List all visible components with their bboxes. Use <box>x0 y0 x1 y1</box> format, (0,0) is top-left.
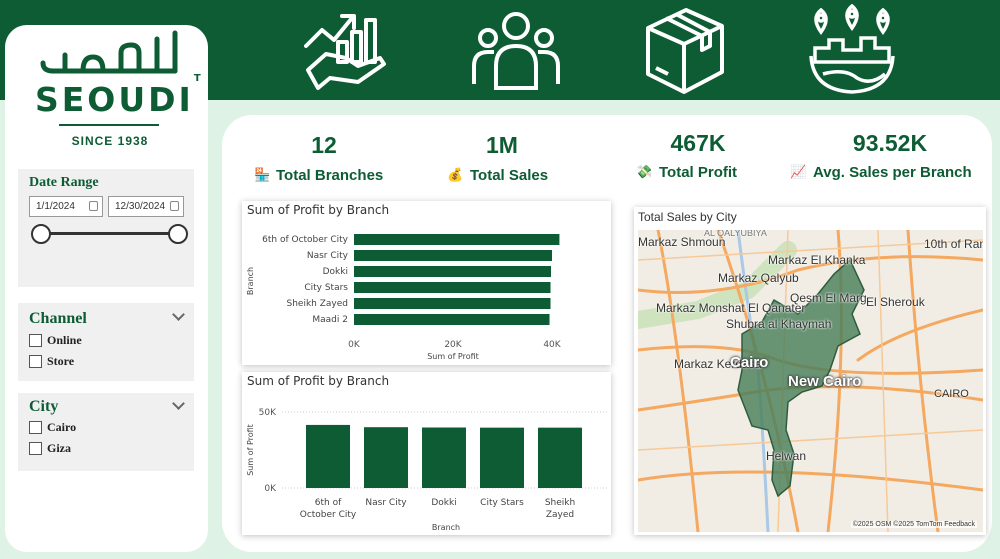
map-title: Total Sales by City <box>638 210 737 224</box>
bar[interactable] <box>480 427 524 488</box>
map-label: Shubra al Khaymah <box>726 317 832 331</box>
chart-title: Sum of Profit by Branch <box>247 203 390 217</box>
profit-by-branch-column-chart: Sum of Profit by Branch 0K 50K 6th of Octob… <box>242 372 611 535</box>
package-box-icon <box>646 8 724 94</box>
map-label: Cairo <box>730 354 769 371</box>
x-tick-label: Nasr City <box>365 498 407 508</box>
y-tick-label: 6th of October City <box>262 235 349 245</box>
city-title: City <box>29 398 59 415</box>
city-locations-icon <box>809 4 895 94</box>
checkbox[interactable] <box>29 334 42 347</box>
kpi-avg-sales-label: Avg. Sales per Branch <box>813 164 972 181</box>
people-group-icon <box>472 12 560 90</box>
y-axis-title: Branch <box>246 267 255 295</box>
logo-divider <box>59 124 159 126</box>
bar[interactable] <box>354 298 551 309</box>
map-label: Markaz Monshat El Qanater <box>656 301 806 315</box>
map-label: El Sherouk <box>866 295 925 309</box>
brand-since-text: SINCE 1938 <box>71 134 149 148</box>
x-tick-label: City Stars <box>480 498 524 508</box>
y-tick-label: Sheikh Zayed <box>287 299 349 309</box>
x-tick-label: Sheikh Zayed <box>545 498 575 520</box>
y-tick-label: Nasr City <box>307 251 349 261</box>
date-range-end-handle[interactable] <box>168 224 188 244</box>
y-tick-label: 50K <box>259 408 277 418</box>
bar[interactable] <box>364 427 408 488</box>
checkbox[interactable] <box>29 355 42 368</box>
kpi-total-sales-label: Total Sales <box>470 167 549 184</box>
kpi-total-sales-value: 1M <box>486 132 518 158</box>
horizontal-bar-plot: 6th of October City Nasr City Dokki City St… <box>246 234 562 361</box>
profit-by-branch-bar-chart: Sum of Profit by Branch 6th of October C… <box>242 201 611 365</box>
map-label: Markaz El Khanka <box>768 253 866 267</box>
money-wings-icon: 💸 <box>636 164 653 179</box>
map-label: New Cairo <box>788 373 862 390</box>
channel-panel <box>18 303 194 381</box>
kpi-avg-sales-value: 93.52K <box>852 130 928 156</box>
map-label: Markaz Shmoun <box>638 235 726 249</box>
brand-logo-arabic <box>40 30 178 74</box>
map-label: CAIRO <box>934 388 969 400</box>
x-tick-label: 0K <box>348 340 361 350</box>
bar[interactable] <box>422 427 466 488</box>
map-label: Qesm El Marg <box>790 291 867 305</box>
map-label: 10th of Ramadan <box>924 237 983 251</box>
bar[interactable] <box>354 234 560 245</box>
money-bag-icon: 💰 <box>447 167 464 182</box>
map-label: Helwan <box>766 449 807 463</box>
date-range-slider-track[interactable] <box>41 232 177 235</box>
y-tick-label: 0K <box>264 484 277 494</box>
channel-title: Channel <box>29 310 87 327</box>
start-date-input[interactable]: 1/1/2024 <box>29 196 103 217</box>
sales-map[interactable]: Markaz Shmoun AL QALYUBIYA 10th of Ramad… <box>638 230 983 532</box>
y-tick-label: Dokki <box>323 267 348 277</box>
vertical-bar-plot: 0K 50K 6th of October City Nasr City Dokki Cit… <box>246 408 607 532</box>
map-label: AL QALYUBIYA <box>704 230 767 238</box>
bar[interactable] <box>354 266 552 277</box>
kpi-total-branches-label: Total Branches <box>276 167 384 184</box>
x-axis-title: Sum of Profit <box>427 352 479 361</box>
x-tick-label: 20K <box>444 340 462 350</box>
kpi-total-branches-value: 12 <box>311 132 337 158</box>
kpi-total-profit-value: 467K <box>670 130 726 156</box>
x-tick-label: Dokki <box>431 498 456 508</box>
bar[interactable] <box>354 250 552 261</box>
date-range-title: Date Range <box>29 175 99 190</box>
brand-logo-text: SEOUDIT <box>35 73 201 119</box>
chart-increasing-icon: 📈 <box>790 164 807 179</box>
y-axis-title: Sum of Profit <box>246 424 255 476</box>
checkbox[interactable] <box>29 442 42 455</box>
sales-growth-hand-icon <box>304 14 386 90</box>
x-tick-label: 6th of October City <box>300 498 357 520</box>
sales-by-city-map-card: Total Sales by City Markaz Shmoun <box>634 207 986 535</box>
x-tick-label: 40K <box>543 340 561 350</box>
map-feedback-link[interactable]: Feedback <box>944 521 975 528</box>
bar[interactable] <box>354 282 551 293</box>
bar[interactable] <box>306 424 350 488</box>
y-tick-label: Maadi 2 <box>312 315 348 325</box>
calendar-icon[interactable] <box>89 201 98 211</box>
map-label: Markaz Kerdasa <box>674 357 762 371</box>
y-tick-label: City Stars <box>304 283 348 293</box>
map-base <box>638 230 983 532</box>
store-icon: 🏪 <box>254 167 271 182</box>
map-credit: ©2025 OSM ©2025 TomTom Feedback <box>850 521 977 528</box>
city-panel <box>18 393 194 471</box>
kpi-total-profit-label: Total Profit <box>659 164 738 181</box>
end-date-input[interactable]: 12/30/2024 <box>108 196 184 217</box>
filter-sidebar: SEOUDIT SINCE 1938 <box>5 25 208 552</box>
calendar-icon[interactable] <box>170 201 179 211</box>
checkbox[interactable] <box>29 421 42 434</box>
chart-title: Sum of Profit by Branch <box>247 374 390 388</box>
bar[interactable] <box>538 427 582 488</box>
x-axis-title: Branch <box>432 523 460 532</box>
bar[interactable] <box>354 314 550 325</box>
map-label: Markaz Qalyub <box>718 271 799 285</box>
date-range-start-handle[interactable] <box>31 224 51 244</box>
